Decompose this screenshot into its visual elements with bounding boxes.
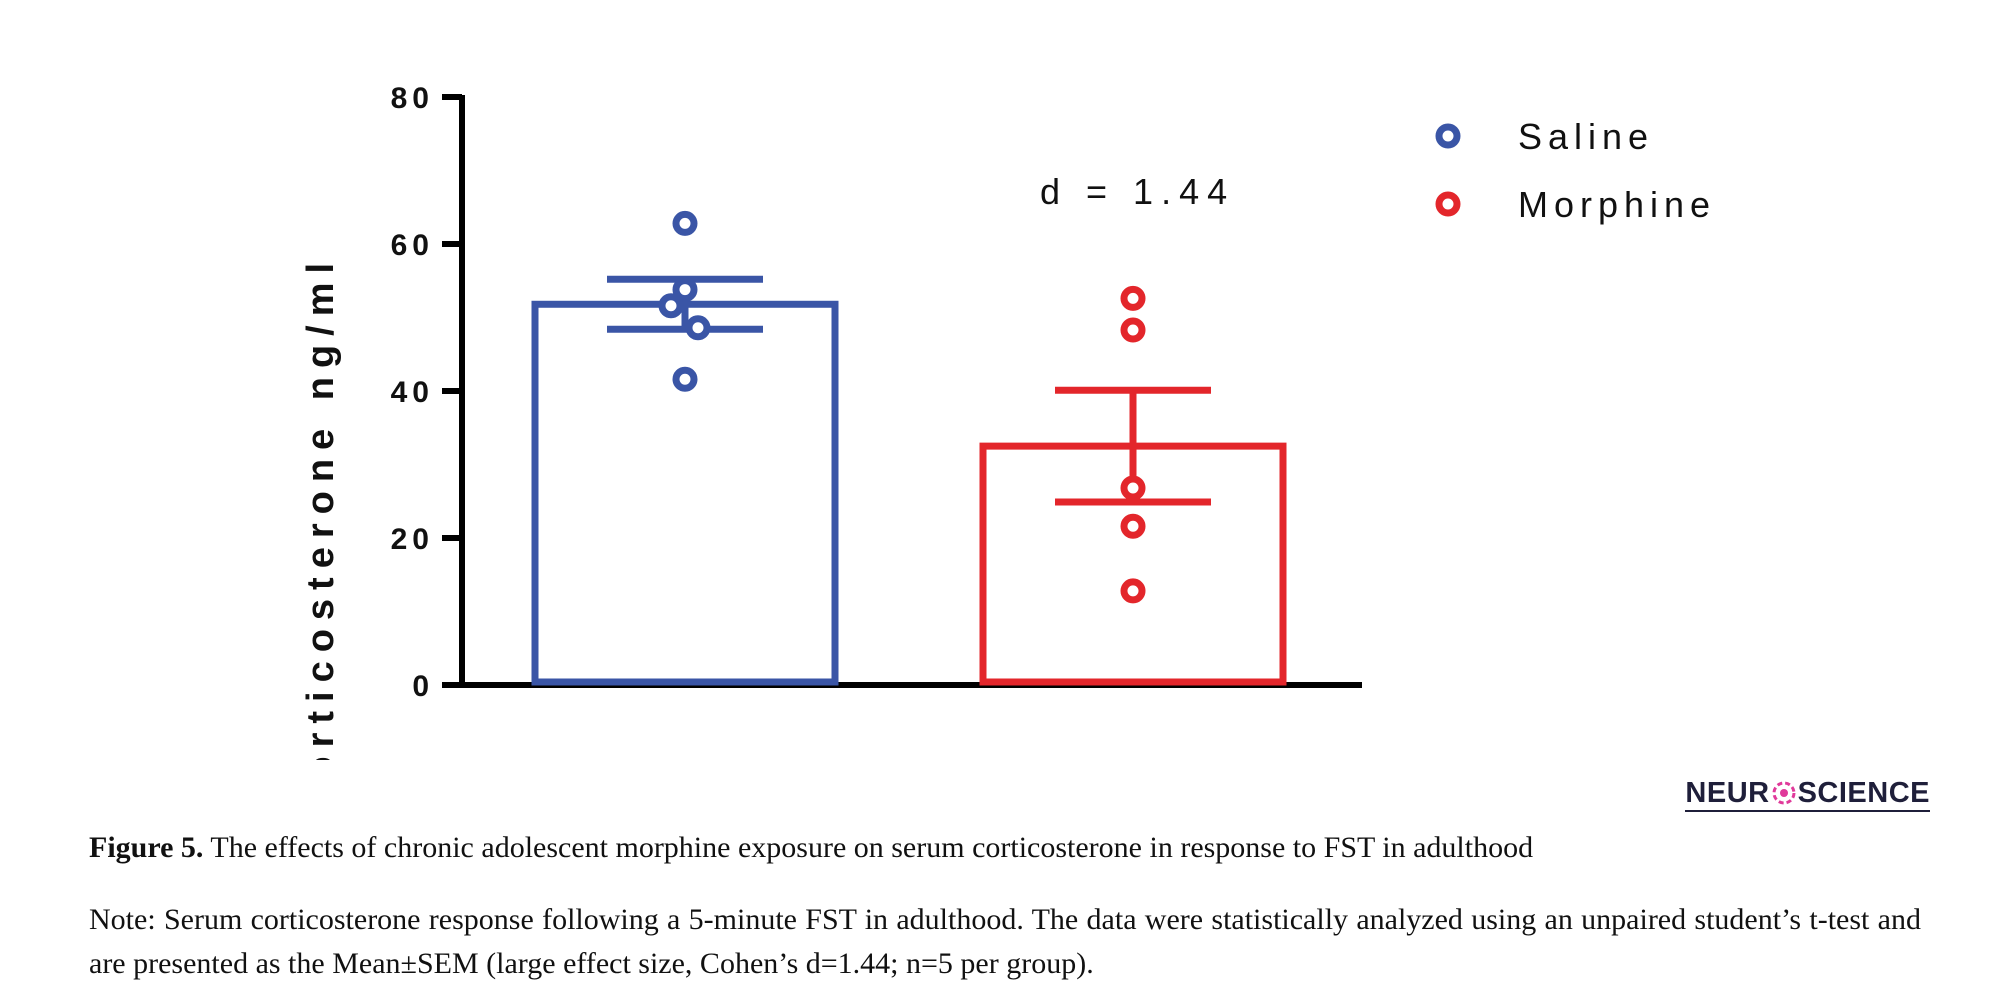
chart-legend: Saline Morphine	[1435, 116, 1716, 225]
y-tick-label-0: 0	[412, 670, 434, 703]
legend-marker-saline	[1435, 123, 1461, 149]
data-point-saline-4	[685, 315, 711, 341]
chart-bars	[531, 275, 1287, 686]
data-point-morphine-3	[1120, 475, 1146, 501]
logo-text-left: NEUR	[1685, 777, 1770, 809]
y-tick-label-80: 80	[391, 82, 434, 115]
figure-caption-text: The effects of chronic adolescent morphi…	[203, 831, 1534, 864]
bar-saline	[531, 300, 839, 686]
figure-note: Note: Serum corticosterone response foll…	[89, 903, 1921, 980]
data-point-saline-3	[658, 293, 684, 319]
data-point-morphine-2	[1120, 317, 1146, 343]
data-point-morphine-1	[1120, 285, 1146, 311]
data-point-morphine-5	[1120, 578, 1146, 604]
effect-size-annotation: d = 1.44	[1040, 171, 1235, 212]
y-tick-label-20: 20	[391, 523, 434, 556]
chart-points	[658, 210, 1146, 604]
y-axis-title: Corticosterone ng/ml	[300, 254, 342, 760]
logo-text-right: SCIENCE	[1797, 777, 1930, 809]
neuroscience-logo: NEUR SCIENCE	[1685, 776, 1930, 812]
legend-label-morphine: Morphine	[1518, 184, 1716, 225]
logo-brain-icon	[1772, 781, 1796, 805]
legend-marker-morphine	[1435, 191, 1461, 217]
y-tick-label-40: 40	[391, 376, 434, 409]
data-point-saline-5	[672, 366, 698, 392]
data-point-saline-1	[672, 210, 698, 236]
legend-label-saline: Saline	[1518, 116, 1654, 157]
figure-caption: Figure 5. The effects of chronic adolesc…	[89, 828, 1533, 868]
data-point-saline-2	[672, 277, 698, 303]
y-tick-label-60: 60	[391, 229, 434, 262]
data-point-morphine-4	[1120, 513, 1146, 539]
figure-label: Figure 5.	[89, 831, 204, 864]
